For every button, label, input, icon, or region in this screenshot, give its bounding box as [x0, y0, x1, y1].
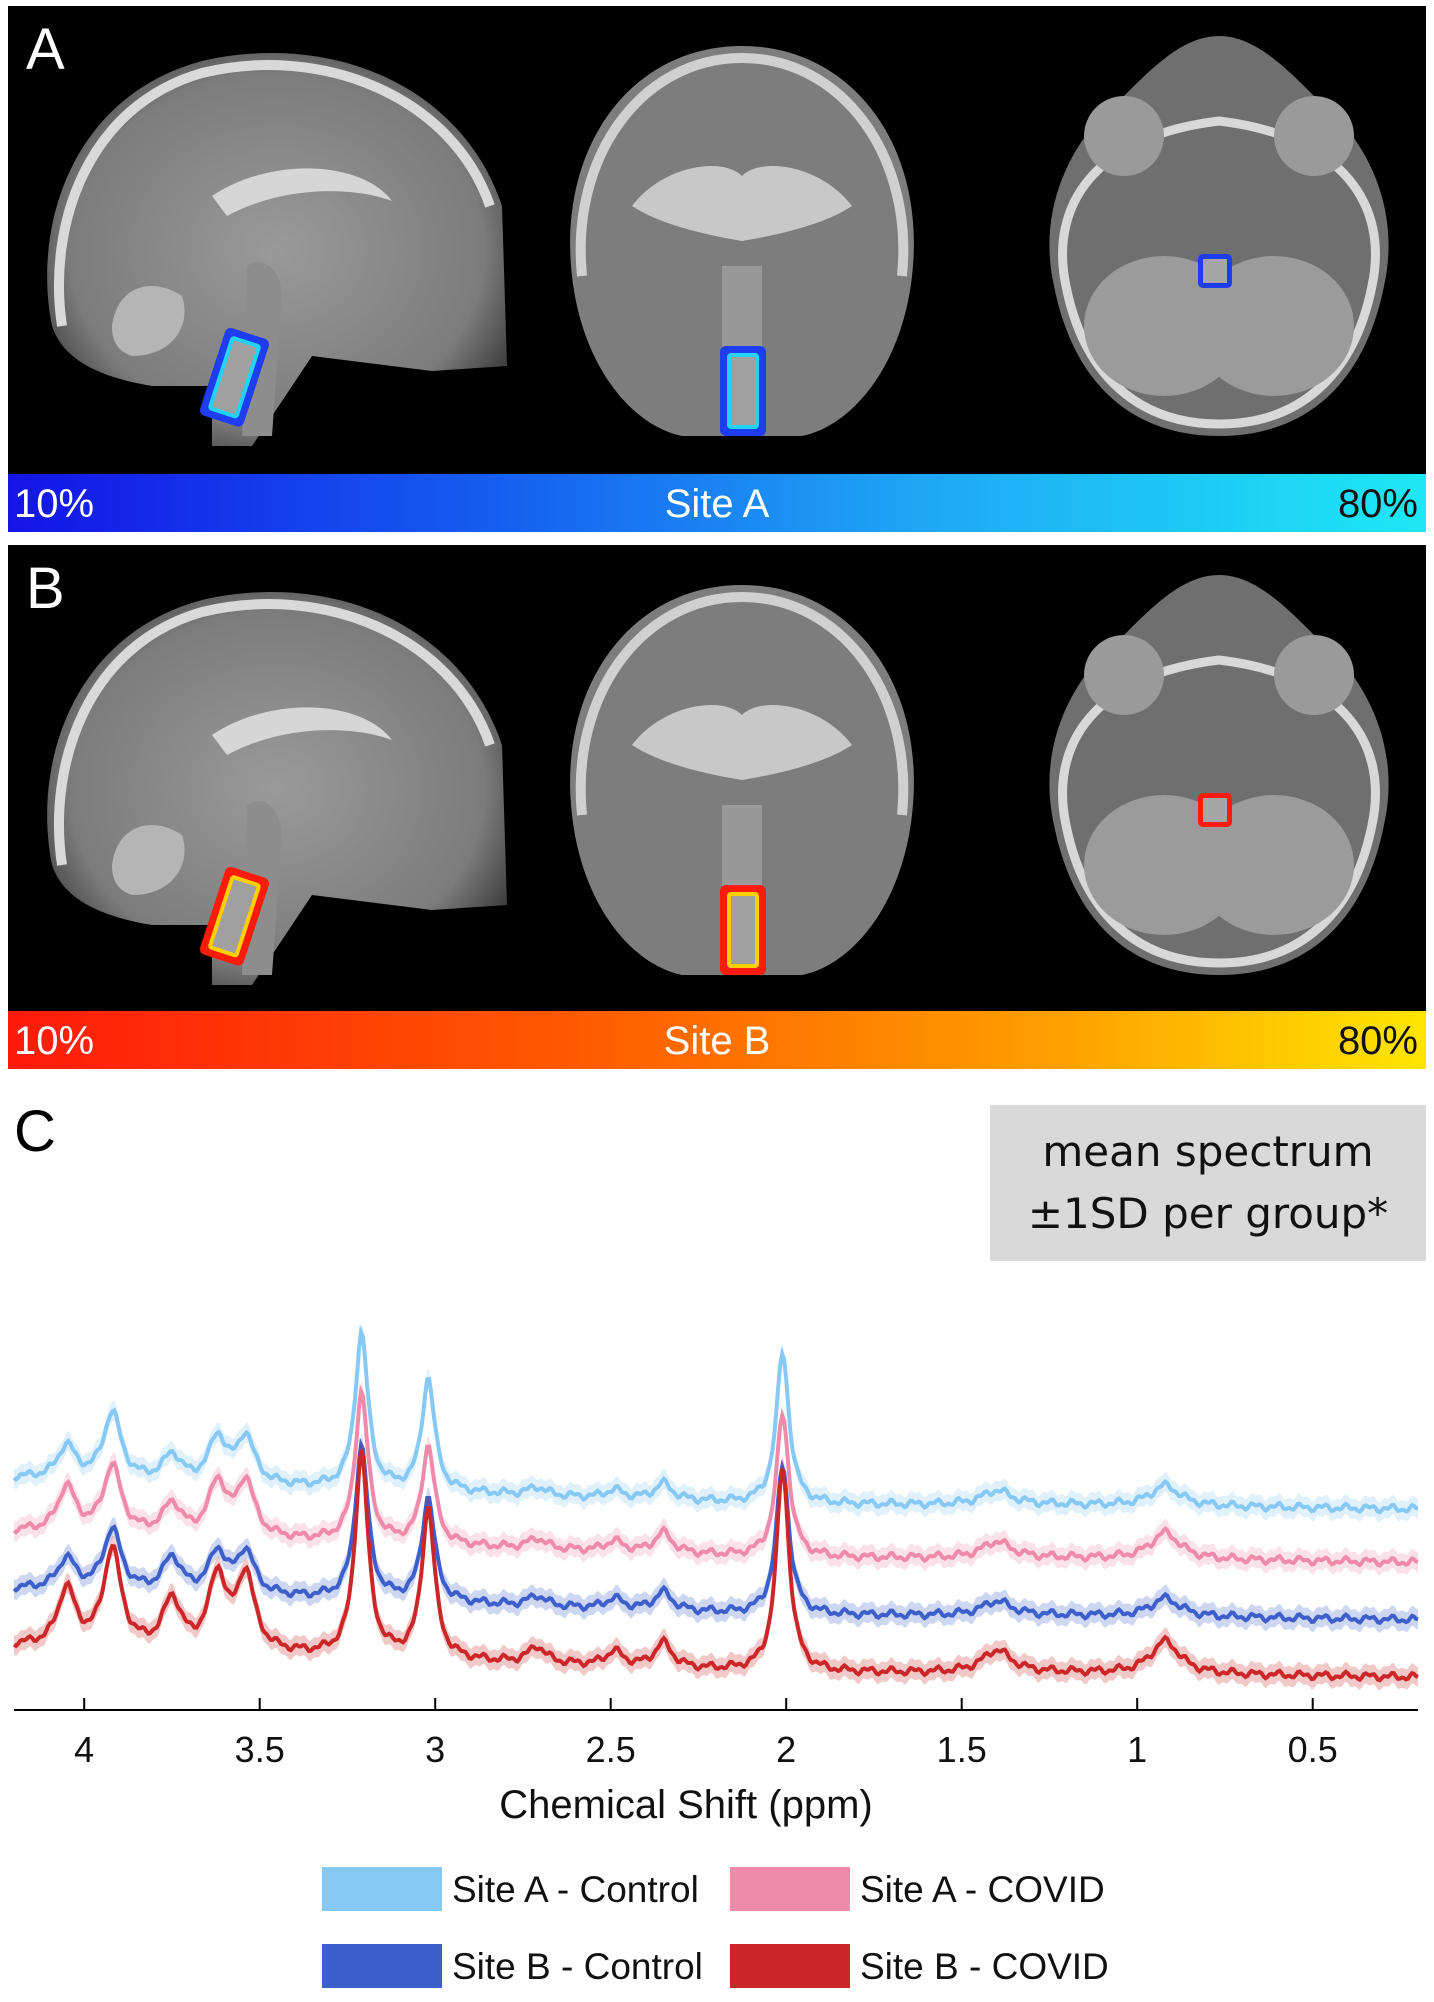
sagittal-brain-b: [12, 565, 512, 995]
legend-label: Site A - COVID: [860, 1869, 1105, 1910]
legend-swatch: [322, 1867, 442, 1911]
colorbar-min-label: 10%: [14, 1019, 95, 1063]
axial-brain-b: [1014, 565, 1424, 995]
colorbar-max-label: 80%: [1337, 1019, 1418, 1063]
colorbar-site-b: 10% Site B 80%: [8, 1011, 1426, 1069]
panel-b-voxel-maps: B 10% Site B 80%: [8, 545, 1426, 1069]
legend-swatch: [730, 1944, 850, 1988]
x-tick-label: 4: [74, 1729, 94, 1770]
x-tick-label: 3.5: [235, 1729, 285, 1770]
panel-letter-b: B: [26, 556, 65, 621]
colorbar-title: Site A: [664, 482, 770, 526]
x-tick-label: 3: [425, 1729, 445, 1770]
x-axis-label: Chemical Shift (ppm): [499, 1783, 872, 1827]
coronal-brain-b: [552, 565, 932, 990]
spectra-chart-svg: 4 3.5 3 2.5 2 1.5 1 0.5 Chemical Shift (ppm): [12, 1322, 1419, 1827]
spectra-chart: 4 3.5 3 2.5 2 1.5 1 0.5 Chemical Shift (ppm): [0, 1090, 1434, 2002]
x-tick-label: 2: [776, 1729, 796, 1770]
series-line-2: [12, 1437, 1419, 1626]
sd-band-2: [14, 1434, 1418, 1633]
series-line-1: [12, 1384, 1419, 1568]
colorbar-site-a: 10% Site A 80%: [8, 474, 1426, 532]
colorbar-min-label: 10%: [14, 482, 95, 526]
panel-letter-c: C: [14, 1099, 56, 1164]
legend-label: Site A - Control: [452, 1869, 699, 1910]
legend-swatch: [730, 1867, 850, 1911]
x-tick-label: 2.5: [586, 1729, 636, 1770]
coronal-brain-a: [552, 26, 932, 451]
note-line-1: mean spectrum: [1042, 1127, 1374, 1176]
axial-brain-a: [1014, 26, 1424, 456]
legend-label: Site B - Control: [452, 1946, 703, 1987]
colorbar-title: Site B: [663, 1019, 771, 1063]
sd-band-1: [14, 1381, 1418, 1576]
x-tick-label: 1: [1127, 1729, 1147, 1770]
sd-band-3: [14, 1440, 1418, 1691]
x-tick-label: 1.5: [937, 1729, 987, 1770]
note-line-2: ±1SD per group*: [1027, 1189, 1389, 1238]
sagittal-brain-a: [12, 26, 512, 456]
series-line-0: [12, 1324, 1419, 1515]
x-tick-label: 0.5: [1288, 1729, 1338, 1770]
legend-label: Site B - COVID: [860, 1946, 1109, 1987]
legend-swatch: [322, 1944, 442, 1988]
colorbar-max-label: 80%: [1337, 482, 1418, 526]
series-line-3: [12, 1449, 1419, 1683]
panel-a-voxel-maps: A 10% Site A 80%: [8, 6, 1426, 532]
spectrum-note-box: mean spectrum ±1SD per group*: [990, 1105, 1426, 1261]
panel-letter-a: A: [26, 17, 65, 82]
